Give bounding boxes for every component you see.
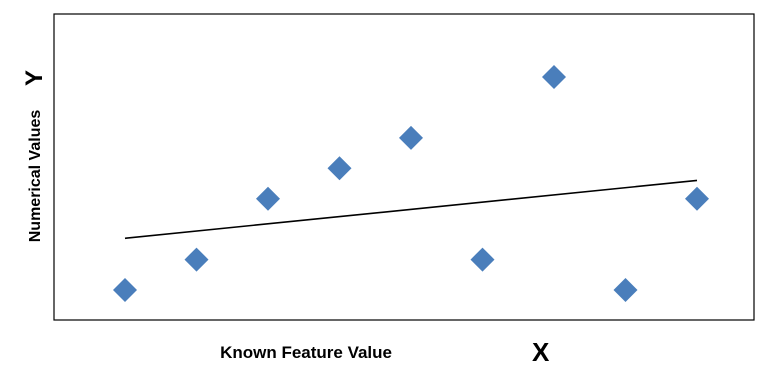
y-axis-symbol: Y <box>21 70 48 86</box>
plot-area <box>53 13 755 321</box>
data-point <box>327 156 352 181</box>
data-points-layer <box>113 65 709 302</box>
data-point <box>470 247 495 272</box>
x-axis-label: Known Feature Value <box>220 343 392 362</box>
data-point <box>542 65 566 89</box>
data-point <box>399 125 423 150</box>
data-point <box>256 186 280 211</box>
y-axis-label: Numerical Values <box>27 110 44 243</box>
data-point <box>184 247 209 272</box>
x-axis-title: Known Feature Value X <box>220 337 550 365</box>
data-point <box>685 186 709 211</box>
data-point <box>113 278 137 302</box>
data-point <box>613 278 638 302</box>
trendline-layer <box>124 179 698 240</box>
y-axis-title: Numerical Values Y <box>21 70 48 242</box>
trendline <box>124 179 698 240</box>
x-axis-symbol: X <box>532 337 550 365</box>
